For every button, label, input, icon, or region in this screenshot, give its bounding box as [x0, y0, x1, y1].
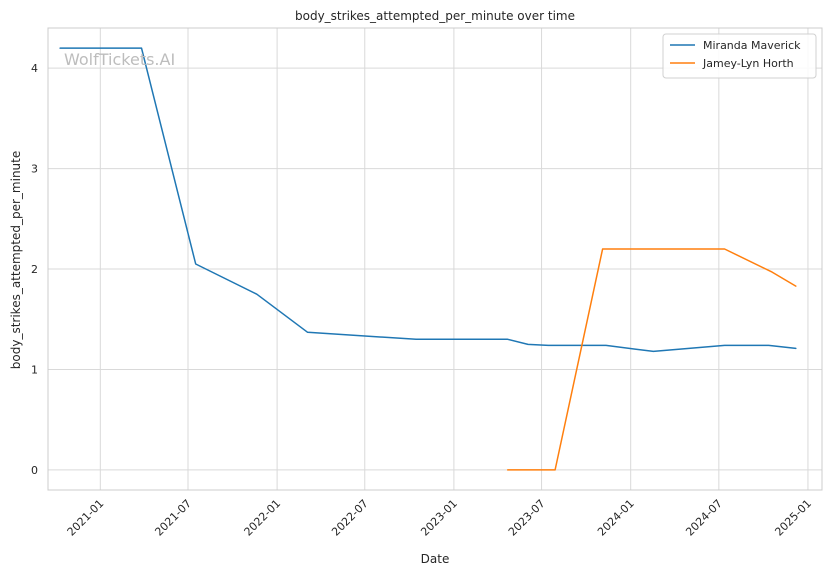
legend-label-jamey-lyn-horth: Jamey-Lyn Horth: [702, 57, 794, 70]
y-tick-label: 4: [31, 62, 38, 75]
series-lines: [59, 47, 797, 471]
y-tick-label: 2: [31, 263, 38, 276]
y-tick-label: 0: [31, 464, 38, 477]
watermark-text: WolfTickets.AI: [64, 50, 175, 69]
chart-title: body_strikes_attempted_per_minute over t…: [295, 9, 575, 23]
y-axis-ticks: 0 1 2 3 4: [31, 62, 38, 477]
series-line-miranda-maverick: [59, 47, 797, 353]
y-axis-label: body_strikes_attempted_per_minute: [9, 151, 23, 369]
legend-label-miranda-maverick: Miranda Maverick: [703, 39, 801, 52]
x-axis-label: Date: [421, 552, 450, 566]
series-line-jamey-lyn-horth: [506, 248, 797, 471]
y-tick-label: 3: [31, 163, 38, 176]
legend-box: [662, 33, 817, 79]
legend: Miranda Maverick Jamey-Lyn Horth: [662, 33, 817, 79]
plot-area-frame: [47, 27, 823, 491]
y-tick-label: 1: [31, 363, 38, 376]
